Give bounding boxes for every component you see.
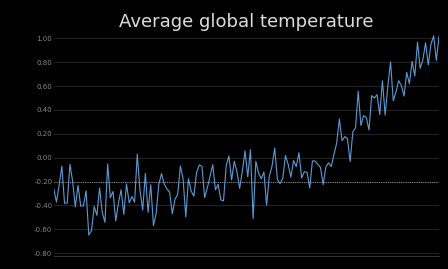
Title: Average global temperature: Average global temperature	[119, 13, 374, 31]
